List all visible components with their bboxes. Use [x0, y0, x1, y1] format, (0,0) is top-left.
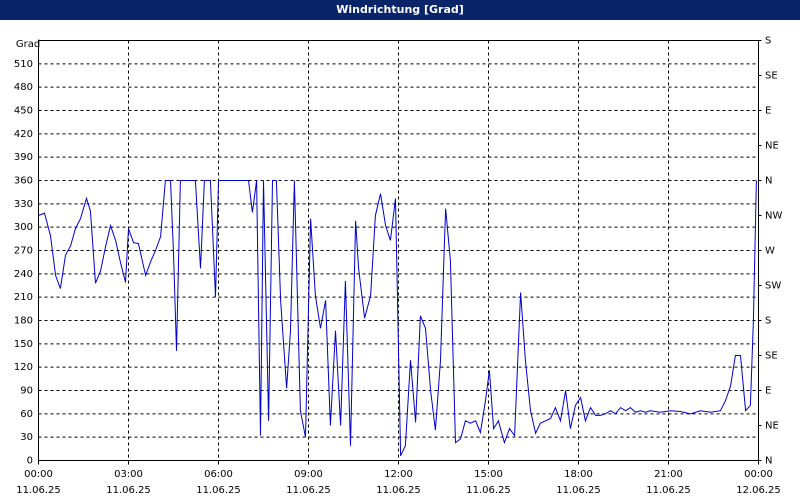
x-tick-label: 12:00 — [384, 469, 413, 480]
y-tick-label: 90 — [20, 386, 33, 397]
title-bar — [0, 0, 800, 20]
x-tick-label: 00:00 — [24, 469, 53, 480]
x-tick-label: 21:00 — [654, 469, 683, 480]
y-axis-label: Grad — [16, 39, 40, 50]
y2-tick-label: W — [765, 246, 775, 257]
y2-tick-label: E — [765, 386, 771, 397]
y-tick-label: 180 — [14, 316, 33, 327]
y-tick-label: 60 — [20, 409, 33, 420]
y-tick-label: 150 — [14, 339, 33, 350]
y-tick-label: 300 — [14, 222, 33, 233]
y2-tick-label: N — [765, 176, 772, 187]
y-tick-label: 450 — [14, 106, 33, 117]
x-tick-label: 15:00 — [474, 469, 503, 480]
x-tick-date: 11.06.25 — [286, 485, 331, 496]
y2-tick-label: SW — [765, 281, 781, 292]
x-tick-date: 11.06.25 — [16, 485, 61, 496]
y-tick-label: 360 — [14, 176, 33, 187]
x-tick-date: 11.06.25 — [196, 485, 241, 496]
x-tick-date: 11.06.25 — [556, 485, 601, 496]
y2-tick-label: NE — [765, 421, 779, 432]
x-tick-label: 18:00 — [564, 469, 593, 480]
y-tick-label: 210 — [14, 292, 33, 303]
x-tick-date: 11.06.25 — [646, 485, 691, 496]
y2-tick-label: S — [765, 316, 771, 327]
y-tick-label: 0 — [27, 456, 33, 467]
y-tick-label: 420 — [14, 129, 33, 140]
x-tick-date: 11.06.25 — [376, 485, 421, 496]
data-line — [38, 180, 757, 457]
x-tick-label: 09:00 — [294, 469, 323, 480]
chart-title: Windrichtung [Grad] — [336, 3, 464, 16]
y2-tick-label: NW — [765, 211, 782, 222]
y-tick-label: 480 — [14, 82, 33, 93]
y2-tick-label: N — [765, 456, 772, 467]
y2-tick-label: E — [765, 106, 771, 117]
y-tick-label: 330 — [14, 199, 33, 210]
y2-tick-label: NE — [765, 141, 779, 152]
y2-tick-label: S — [765, 36, 771, 47]
y-tick-label: 510 — [14, 59, 33, 70]
x-tick-date: 11.06.25 — [106, 485, 151, 496]
y-tick-label: 270 — [14, 246, 33, 257]
x-tick-label: 00:00 — [744, 469, 773, 480]
y-tick-label: 390 — [14, 152, 33, 163]
x-tick-date: 12.06.25 — [736, 485, 781, 496]
x-tick-label: 06:00 — [204, 469, 233, 480]
y2-tick-label: SE — [765, 71, 778, 82]
x-tick-date: 11.06.25 — [466, 485, 511, 496]
y-tick-label: 240 — [14, 269, 33, 280]
y2-tick-label: SE — [765, 351, 778, 362]
x-tick-label: 03:00 — [114, 469, 143, 480]
y-tick-label: 30 — [20, 432, 33, 443]
y-tick-label: 120 — [14, 362, 33, 373]
